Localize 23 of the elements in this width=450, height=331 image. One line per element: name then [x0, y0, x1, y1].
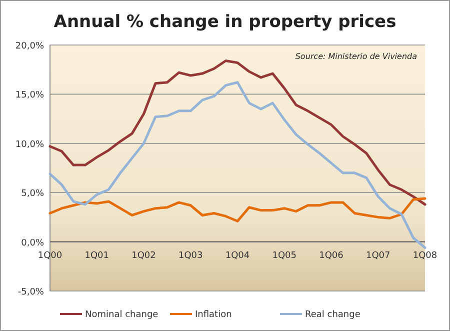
x-tick-label: 1Q08 [412, 250, 438, 261]
y-tick-label: 10,0% [15, 140, 44, 150]
x-tick-label: 1Q02 [132, 250, 156, 261]
x-tick-label: 1Q06 [319, 250, 344, 261]
y-tick-label: 20,0% [15, 42, 44, 52]
annotation: Source: Ministerio de Vivienda [295, 52, 418, 61]
x-tick-label: 1Q04 [225, 250, 250, 261]
line-series [48, 197, 426, 222]
x-tick-label: 1Q00 [38, 250, 62, 261]
y-tick-label: 15,0% [15, 90, 44, 101]
y-tick-label: -5,0% [18, 288, 44, 298]
x-tick-label: 1Q03 [178, 250, 203, 261]
legend-label: Inflation [195, 310, 232, 320]
x-tick-label: 1Q01 [84, 250, 110, 261]
line-series [48, 81, 426, 249]
x-tick-label: 1Q07 [366, 250, 390, 261]
x-tick-label: 1Q05 [272, 250, 297, 261]
y-tick-label: 0,0% [21, 238, 44, 248]
chart-title: Annual % change in property prices [54, 12, 396, 32]
line-series [48, 59, 426, 206]
legend-label: Real change [305, 310, 361, 320]
y-tick-label: 5,0% [21, 189, 44, 200]
legend-label: Nominal change [85, 310, 159, 320]
